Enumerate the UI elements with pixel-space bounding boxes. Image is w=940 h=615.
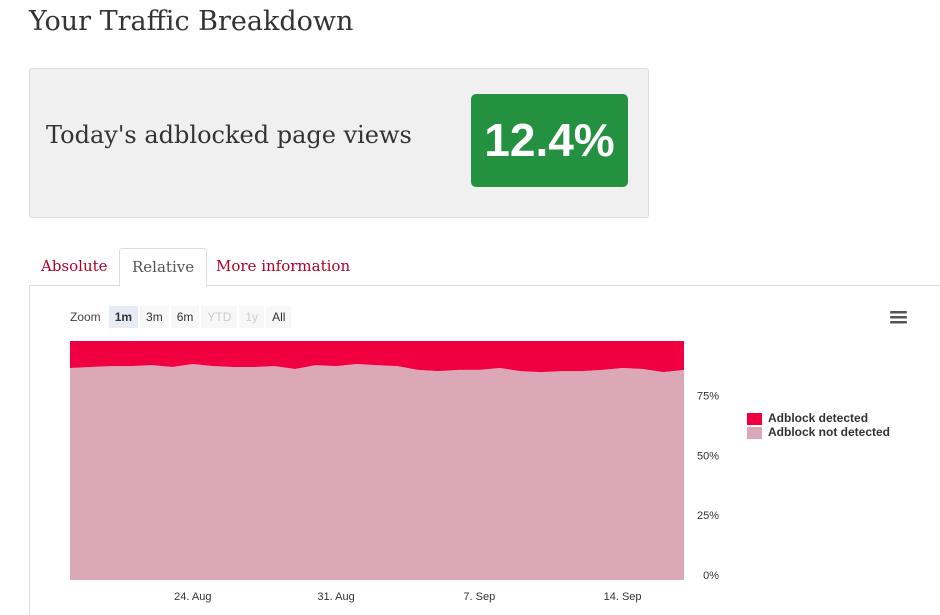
x-tick-label: 7. Sep [463,591,495,603]
zoom-button: YTD [201,306,238,328]
summary-label: Today's adblocked page views [46,121,412,149]
tab[interactable]: Absolute [41,257,108,275]
y-tick-label: 25% [697,510,719,522]
legend-swatch [747,413,762,425]
zoom-button: 1y [239,306,265,328]
zoom-button[interactable]: 1m [108,306,139,328]
chart-panel [29,286,940,615]
y-tick-label: 50% [697,450,719,462]
tab-active[interactable]: Relative [119,248,208,287]
chart: 0% 25% 50% 75% 24. Aug 31. Aug 7. Sep 14. Sep Ad… [70,311,907,603]
y-tick-label: 0% [703,570,719,582]
y-tick-label: 75% [697,391,719,403]
tab-bar: Absolute Relative More information [29,248,940,287]
menu-bar [890,311,907,314]
zoom-button[interactable]: All [266,306,292,328]
summary-value: 12.4% [471,94,628,187]
tab[interactable]: More information [216,257,351,275]
menu-bar [890,316,907,319]
x-tick-label: 14. Sep [604,591,642,603]
summary-card: Today's adblocked page views 12.4% [29,68,649,218]
area [70,341,684,373]
x-tick-label: 24. Aug [174,591,211,603]
legend-label: Adblock detected [768,411,868,425]
page-title: Your Traffic Breakdown [29,6,354,37]
legend-swatch [747,427,762,439]
x-tick-label: 31. Aug [317,591,354,603]
zoom-bar: Zoom 1m 3m 6m YTD 1y All [70,306,293,328]
area [70,363,684,580]
zoom-label: Zoom [70,310,101,324]
zoom-button[interactable]: 3m [140,306,169,328]
zoom-button[interactable]: 6m [170,306,200,328]
legend-label: Adblock not detected [768,425,890,439]
menu-bar [890,321,907,324]
menu-icon[interactable] [890,311,907,324]
